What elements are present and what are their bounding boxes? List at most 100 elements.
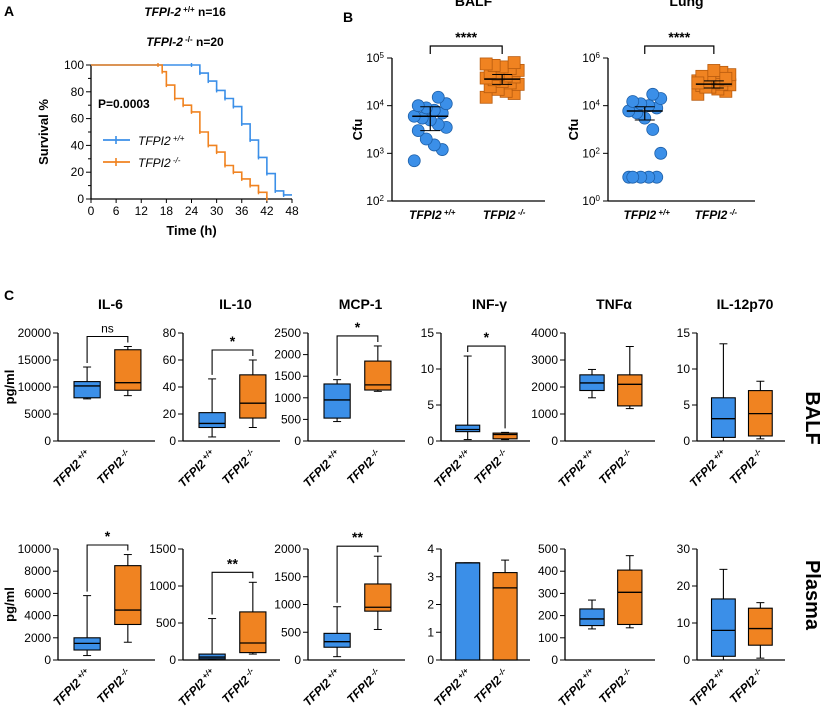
y-tick-label: 80 <box>71 85 85 99</box>
box <box>455 424 481 433</box>
x-group-label: TFPI2 +/+ <box>409 208 456 223</box>
y-axis-title: pg/ml <box>2 587 17 622</box>
y-tick-label: 105 <box>366 51 384 66</box>
y-tick-label: 500 <box>281 412 301 426</box>
y-tick-label: 0 <box>294 434 301 448</box>
box <box>710 397 736 438</box>
y-tick-label: 102 <box>366 194 384 209</box>
y-tick-label: 104 <box>582 98 600 113</box>
y-tick-label: 15 <box>421 326 435 340</box>
box <box>114 349 142 391</box>
y-tick-label: 1 <box>427 625 434 639</box>
y-tick-label: 20 <box>163 407 177 421</box>
survival-title-line: TFPI-2 +/+ n=16 <box>144 5 226 20</box>
x-group-label: TFPI2 +/+ <box>624 208 671 223</box>
y-tick-label: 10 <box>421 362 435 376</box>
box <box>239 611 267 654</box>
x-tick-label: 24 <box>185 204 199 218</box>
y-tick-label: 2000 <box>274 348 301 362</box>
y-tick-label: 100 <box>64 58 84 72</box>
x-group-label: TFPI2 +/+ <box>431 666 474 709</box>
y-tick-label: 10000 <box>18 542 52 556</box>
y-tick-label: 20 <box>677 579 691 593</box>
significance-label: * <box>230 333 236 349</box>
x-group-label: TFPI2 -/- <box>344 666 385 707</box>
y-tick-label: 60 <box>163 353 177 367</box>
y-tick-label: 1000 <box>274 391 301 405</box>
y-axis-title: Survival % <box>36 99 51 165</box>
x-group-label: TFPI2 -/- <box>219 447 260 488</box>
data-point <box>407 154 421 168</box>
data-point <box>411 99 425 113</box>
x-tick-label: 42 <box>260 204 274 218</box>
y-tick-label: 4000 <box>24 609 51 623</box>
x-group-label: TFPI2 -/- <box>596 447 637 488</box>
y-tick-label: 300 <box>538 586 558 600</box>
y-tick-label: 10 <box>677 616 691 630</box>
significance-label: * <box>105 528 111 544</box>
x-tick-label: 36 <box>235 204 249 218</box>
y-tick-label: 102 <box>582 146 600 161</box>
y-tick-label: 5 <box>683 398 690 412</box>
box <box>579 608 605 627</box>
y-tick-label: 1500 <box>274 369 301 383</box>
box-chart-balf_infg: INF-γ 0 5 10 15 TFPI2 +/+ TFPI2 -/- * <box>421 296 530 490</box>
y-tick-label: 0 <box>427 434 434 448</box>
x-group-label: TFPI2 +/+ <box>300 666 343 709</box>
significance-bracket <box>86 544 129 592</box>
y-tick-label: 2000 <box>274 542 301 556</box>
data-point <box>431 90 445 104</box>
survival-curve-wt <box>91 64 292 196</box>
box-chart-balf_mcp1: MCP-1 0 500 1000 1500 2000 2500 TFPI2 +/+ TFPI2 … <box>274 296 405 490</box>
box <box>323 632 351 648</box>
x-axis-title: Time (h) <box>166 223 216 238</box>
y-tick-label: 15 <box>677 326 691 340</box>
box <box>239 374 267 419</box>
y-tick-label: 8000 <box>24 564 51 578</box>
x-group-label: TFPI2 +/+ <box>50 447 93 490</box>
y-tick-label: 500 <box>156 616 176 630</box>
y-tick-label: 2000 <box>24 631 51 645</box>
x-tick-label: 6 <box>113 204 120 218</box>
panel-label-c: C <box>4 287 14 303</box>
x-group-label: TFPI2 -/- <box>94 447 135 488</box>
lung-cfu-chart: Lung 100 102 104 106 Cfu TFPI2 +/+ TFPI2 -/- ***… <box>566 0 755 222</box>
y-tick-label: 20000 <box>18 326 52 340</box>
x-group-label: TFPI2 -/- <box>344 447 385 488</box>
data-point <box>626 95 640 108</box>
box <box>492 432 518 440</box>
data-point <box>626 170 640 184</box>
y-tick-label: 4000 <box>531 326 558 340</box>
data-point <box>646 87 660 101</box>
panel-label-a: A <box>4 3 14 19</box>
y-tick-label: 2 <box>427 598 434 612</box>
y-tick-label: 30 <box>677 542 691 556</box>
box-chart-plasma_mcp1: 0 500 1000 1500 2000 TFPI2 +/+ TFPI2 -/- ** <box>274 529 405 709</box>
box <box>114 565 142 626</box>
y-tick-label: 20 <box>71 165 85 179</box>
y-tick-label: 0 <box>683 434 690 448</box>
chart-title: INF-γ <box>472 296 507 312</box>
significance-bracket <box>211 571 254 615</box>
x-group-label: TFPI2 -/- <box>94 666 135 707</box>
data-point <box>707 64 721 77</box>
x-group-label: TFPI2 -/- <box>471 666 512 707</box>
y-tick-label: 500 <box>538 542 558 556</box>
y-tick-label: 1000 <box>149 579 176 593</box>
significance-label: * <box>484 329 490 345</box>
y-tick-label: 0 <box>294 653 301 667</box>
significance-label: * <box>355 319 361 335</box>
significance-bracket <box>429 45 503 54</box>
data-point <box>654 146 668 160</box>
y-tick-label: 0 <box>551 653 558 667</box>
y-tick-label: 0 <box>44 653 51 667</box>
box <box>73 381 101 399</box>
box <box>617 374 643 407</box>
y-tick-label: 104 <box>366 98 384 113</box>
y-tick-label: 10000 <box>18 380 52 394</box>
box-chart-balf_il6: IL-6 0 5000 10000 15000 20000 pg/ml TFPI2 +/+ TF… <box>2 296 155 490</box>
box-chart-balf_il12p70: IL-12p70 0 5 10 15 TFPI2 +/+ TFPI2 -/- <box>677 296 785 490</box>
balf-cfu-chart: BALF 102 103 104 105 Cfu TFPI2 +/+ TFPI2 -/- ***… <box>350 0 545 222</box>
y-tick-label: 4 <box>427 542 434 556</box>
